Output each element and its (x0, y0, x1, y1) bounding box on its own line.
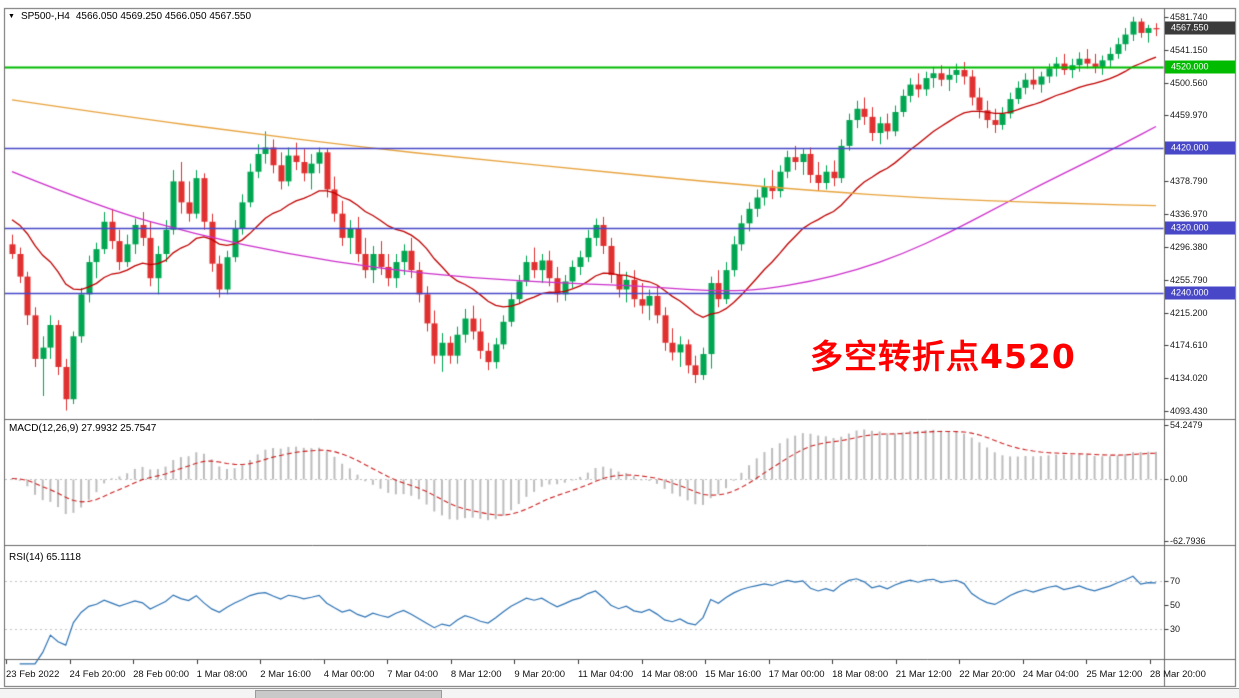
price-level-tag: 4420.000 (1165, 141, 1235, 154)
symbol-dropdown-icon[interactable]: ▼ (8, 13, 15, 20)
macd-indicator-label: MACD(12,26,9) 27.9932 25.7547 (9, 423, 157, 434)
time-axis-label: 7 Mar 04:00 (387, 669, 438, 680)
time-axis-label: 15 Mar 16:00 (705, 669, 762, 680)
horizontal-scrollbar[interactable] (0, 688, 1239, 698)
ohlc-values-label: 4566.050 4569.250 4566.050 4567.550 (75, 11, 252, 22)
time-axis-label: 21 Mar 12:00 (895, 669, 952, 680)
price-axis-label: 4500.560 (1170, 77, 1208, 88)
price-axis-label: 4581.740 (1170, 12, 1208, 22)
time-axis-label: 4 Mar 00:00 (323, 669, 375, 680)
rsi-indicator-label: RSI(14) 65.1118 (9, 552, 81, 563)
price-level-tag: 4240.000 (1165, 286, 1235, 300)
time-axis-label: 8 Mar 12:00 (450, 669, 502, 680)
price-level-tag: 4520.000 (1165, 60, 1235, 74)
price-axis-label: 4459.970 (1170, 110, 1208, 121)
price-axis-label: 4134.020 (1170, 373, 1208, 384)
time-axis-label: 18 Mar 08:00 (832, 669, 889, 680)
time-axis-label: 28 Mar 20:00 (1149, 669, 1206, 680)
time-axis-label: 2 Mar 16:00 (260, 669, 311, 680)
chart-annotation-text: 多空转折点4520 (810, 337, 1076, 376)
price-axis-label: 4296.380 (1170, 242, 1208, 253)
price-axis-label: 4255.790 (1170, 274, 1208, 285)
price-axis-label: 4174.610 (1170, 340, 1208, 351)
price-axis-label: 4336.970 (1170, 209, 1208, 220)
time-axis-label: 14 Mar 08:00 (641, 669, 698, 680)
time-axis-label: 1 Mar 08:00 (196, 669, 248, 680)
time-axis-label: 9 Mar 20:00 (514, 669, 566, 680)
price-axis-label: 4541.150 (1170, 44, 1208, 55)
time-axis-label: 24 Mar 04:00 (1022, 669, 1079, 680)
current-price-tag: 4567.550 (1165, 21, 1235, 35)
price-axis-label: 4093.430 (1170, 406, 1208, 416)
macd-axis-label: 0.00 (1170, 473, 1188, 484)
time-axis-label: 28 Feb 00:00 (133, 669, 190, 680)
price-axis-label: 4378.790 (1170, 175, 1208, 186)
rsi-axis-label: 50 (1170, 600, 1181, 610)
macd-axis-label: -62.7936 (1170, 535, 1206, 546)
time-axis-label: 22 Mar 20:00 (959, 669, 1016, 680)
time-axis-label: 17 Mar 00:00 (768, 669, 825, 680)
time-axis-label: 11 Mar 04:00 (577, 669, 634, 680)
symbol-timeframe-label: SP500-,H4 (20, 11, 70, 22)
rsi-axis-label: 70 (1170, 576, 1181, 587)
time-axis-label: 25 Mar 12:00 (1086, 669, 1143, 680)
scrollbar-thumb[interactable] (255, 690, 442, 698)
time-axis-label: 24 Feb 20:00 (69, 669, 126, 680)
macd-axis-label: 54.2479 (1170, 419, 1203, 430)
rsi-axis-label: 30 (1170, 623, 1181, 634)
price-axis-label: 4215.200 (1170, 307, 1208, 318)
chart-title-bar: ▼ SP500-,H4 4566.050 4569.250 4566.050 4… (8, 11, 251, 22)
time-axis-label: 23 Feb 2022 (6, 669, 60, 680)
price-level-tag: 4320.000 (1165, 221, 1235, 235)
